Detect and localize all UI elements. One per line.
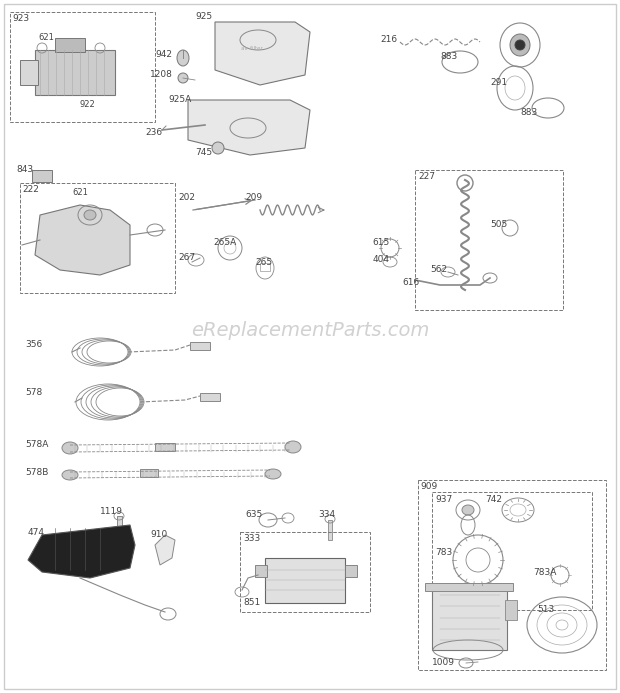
- Text: 883: 883: [520, 108, 538, 117]
- Ellipse shape: [510, 34, 530, 56]
- Text: 1119: 1119: [100, 507, 123, 516]
- Text: 922: 922: [80, 100, 95, 109]
- Bar: [328, 520, 332, 540]
- Text: 265: 265: [255, 258, 272, 267]
- Text: 883: 883: [440, 52, 458, 61]
- Bar: [415, 170, 563, 310]
- Ellipse shape: [285, 441, 301, 453]
- Bar: [140, 469, 158, 477]
- Bar: [418, 480, 606, 670]
- Text: 222: 222: [22, 185, 39, 194]
- Bar: [155, 443, 175, 451]
- Ellipse shape: [462, 505, 474, 515]
- Text: 513: 513: [537, 605, 554, 614]
- Text: 621: 621: [38, 33, 54, 42]
- Text: 1208: 1208: [150, 70, 173, 79]
- Polygon shape: [35, 205, 130, 275]
- Text: 942: 942: [155, 50, 172, 59]
- Bar: [200, 393, 220, 401]
- Text: 216: 216: [380, 35, 397, 44]
- Text: 265A: 265A: [213, 238, 236, 247]
- Text: 616: 616: [402, 278, 419, 287]
- Text: 1009: 1009: [432, 658, 455, 667]
- Bar: [55, 38, 85, 52]
- Bar: [240, 532, 370, 612]
- Bar: [260, 263, 270, 271]
- Text: eReplacementParts.com: eReplacementParts.com: [191, 320, 429, 340]
- Text: 843: 843: [16, 165, 33, 174]
- Bar: [425, 583, 513, 591]
- Text: 742: 742: [485, 495, 502, 504]
- Text: 578A: 578A: [25, 440, 48, 449]
- Polygon shape: [155, 535, 175, 565]
- Text: 783: 783: [435, 548, 452, 557]
- Text: 910: 910: [150, 530, 167, 539]
- Text: 851: 851: [243, 598, 260, 607]
- Text: 925: 925: [195, 12, 212, 21]
- Bar: [265, 558, 345, 603]
- Text: 356: 356: [25, 340, 42, 349]
- Ellipse shape: [177, 50, 189, 66]
- Ellipse shape: [212, 142, 224, 154]
- Text: air filter: air filter: [241, 46, 263, 51]
- Text: 334: 334: [318, 510, 335, 519]
- Ellipse shape: [515, 40, 525, 50]
- Bar: [432, 585, 507, 650]
- Polygon shape: [215, 22, 310, 85]
- Bar: [20, 60, 38, 85]
- Text: 404: 404: [373, 255, 390, 264]
- Polygon shape: [188, 100, 310, 155]
- Bar: [20, 183, 175, 293]
- Text: 783A: 783A: [533, 568, 556, 577]
- Text: 209: 209: [245, 193, 262, 202]
- Bar: [505, 600, 517, 620]
- Bar: [255, 565, 267, 577]
- Text: 333: 333: [243, 534, 260, 543]
- Text: 236: 236: [145, 128, 162, 137]
- Bar: [32, 170, 52, 182]
- Bar: [190, 342, 210, 350]
- Text: 621: 621: [72, 188, 88, 197]
- Bar: [10, 12, 155, 122]
- Ellipse shape: [178, 73, 188, 83]
- Text: 578: 578: [25, 388, 42, 397]
- Text: 635: 635: [245, 510, 262, 519]
- Bar: [345, 565, 357, 577]
- Text: 227: 227: [418, 172, 435, 181]
- Text: 745: 745: [195, 148, 212, 157]
- Bar: [432, 492, 592, 610]
- Bar: [117, 516, 122, 534]
- Ellipse shape: [265, 469, 281, 479]
- Polygon shape: [28, 525, 135, 578]
- Text: 925A: 925A: [168, 95, 191, 104]
- Text: 578B: 578B: [25, 468, 48, 477]
- Ellipse shape: [62, 470, 78, 480]
- Text: 923: 923: [12, 14, 29, 23]
- Text: 505: 505: [490, 220, 507, 229]
- Ellipse shape: [62, 442, 78, 454]
- Text: 474: 474: [28, 528, 45, 537]
- Text: 937: 937: [435, 495, 452, 504]
- Ellipse shape: [84, 210, 96, 220]
- Text: 909: 909: [420, 482, 437, 491]
- Text: 291: 291: [490, 78, 507, 87]
- Bar: [35, 50, 115, 95]
- Text: 267: 267: [178, 253, 195, 262]
- Text: 615: 615: [372, 238, 389, 247]
- Text: 202: 202: [178, 193, 195, 202]
- Text: 562: 562: [430, 265, 447, 274]
